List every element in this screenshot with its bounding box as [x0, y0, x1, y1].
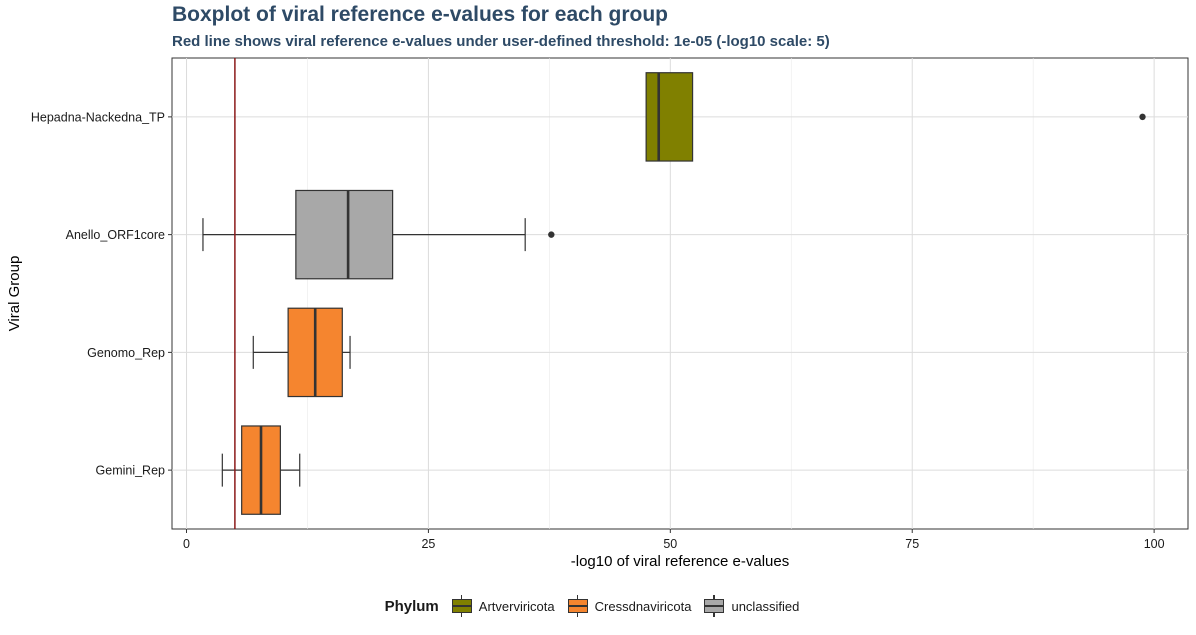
- outlier-point: [548, 231, 555, 238]
- outlier-point: [1139, 113, 1146, 121]
- chart-subtitle: Red line shows viral reference e-values …: [172, 33, 830, 50]
- legend-label-unclassified: unclassified: [731, 598, 800, 614]
- x-tick-label: 75: [905, 537, 919, 551]
- box-hepadna-nackedna-tp: [645, 72, 1146, 162]
- box-iqr: [645, 72, 694, 162]
- legend-key-cressdnaviricota: [567, 595, 589, 617]
- legend-label-artverviricota: Artverviricota: [478, 598, 555, 614]
- boxes-layer: [202, 72, 1146, 515]
- box-genomo-rep: [252, 307, 351, 398]
- x-tick-label: 0: [183, 537, 190, 551]
- x-tick-label: 25: [421, 537, 435, 551]
- box-gemini-rep: [221, 425, 301, 515]
- x-tick-label: 100: [1144, 537, 1165, 551]
- box-anello-orf1core: [202, 189, 555, 280]
- chart-title: Boxplot of viral reference e-values for …: [172, 3, 668, 26]
- y-tick-label: Genomo_Rep: [87, 346, 165, 360]
- x-axis-title: -log10 of viral reference e-values: [571, 553, 789, 570]
- y-axis-ticks: Hepadna-Nackedna_TP Anello_ORF1core Genomo…: [31, 110, 172, 478]
- legend-key-unclassified: [703, 595, 725, 617]
- y-tick-label: Gemini_Rep: [96, 464, 166, 478]
- x-tick-label: 50: [663, 537, 677, 551]
- legend-label-cressdnaviricota: Cressdnaviricota: [594, 598, 692, 614]
- legend-title: Phylum: [384, 597, 439, 615]
- legend-item-artverviricota: Artverviricota: [451, 595, 555, 617]
- y-tick-label: Hepadna-Nackedna_TP: [31, 110, 165, 124]
- y-axis-title: Viral Group: [6, 256, 23, 332]
- legend-item-unclassified: unclassified: [703, 595, 799, 617]
- x-axis-ticks: 0 25 50 75 100: [183, 529, 1165, 551]
- legend-key-artverviricota: [451, 595, 473, 617]
- box-iqr: [295, 189, 394, 280]
- legend-item-cressdnaviricota: Cressdnaviricota: [567, 595, 692, 617]
- legend: Phylum Artverviricota Cressdnaviricota u…: [0, 595, 1196, 617]
- y-tick-label: Anello_ORF1core: [66, 228, 165, 242]
